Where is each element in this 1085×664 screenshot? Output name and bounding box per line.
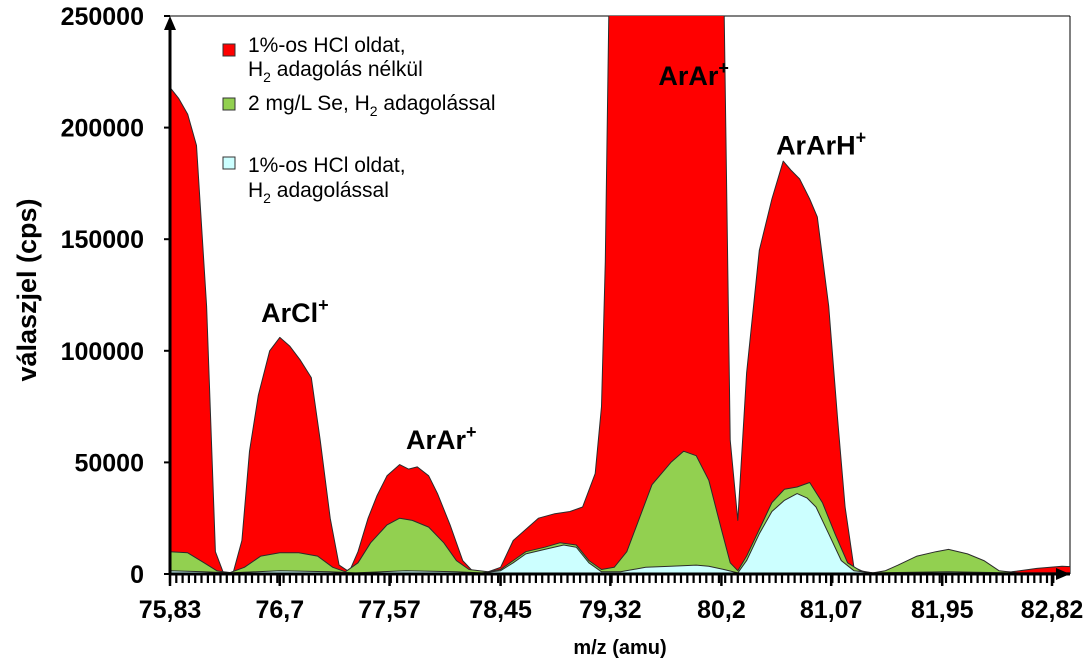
x-tick-label: 81,95 xyxy=(911,596,974,624)
legend-text: 1%-os HCl oldat, xyxy=(248,154,406,177)
x-tick-label: 77,57 xyxy=(358,596,421,624)
x-tick-label: 81,07 xyxy=(800,596,863,624)
x-tick-label: 79,32 xyxy=(579,596,642,624)
legend-swatch xyxy=(222,156,236,170)
series-area-2 xyxy=(170,450,1070,574)
legend-text: 2 mg/L Se, H2 adagolással xyxy=(248,92,496,119)
y-tick-label: 100000 xyxy=(61,338,144,366)
peak-label: ArArH+ xyxy=(776,127,866,160)
x-axis-arrow xyxy=(1056,568,1070,580)
y-axis-arrow xyxy=(164,16,176,30)
legend-text: 1%-os HCl oldat, xyxy=(248,34,406,57)
peak-label: ArCl+ xyxy=(261,295,329,328)
x-tick-label: 80,2 xyxy=(697,596,746,624)
y-tick-label: 250000 xyxy=(61,3,144,31)
y-tick-label: 0 xyxy=(130,561,144,589)
x-axis-ticks: 75,83 76,7 77,57 78,45 79,32 80,2 81,07 81,95 82… xyxy=(139,574,1084,624)
x-tick-label: 76,7 xyxy=(255,596,304,624)
y-tick-label: 200000 xyxy=(61,115,144,143)
peak-annotations: ArCl+ ArAr+ ArAr+ ArArH+ xyxy=(261,58,866,455)
peak-label: ArAr+ xyxy=(658,58,729,91)
x-tick-label: 82,82 xyxy=(1021,596,1084,624)
y-tick-label: 150000 xyxy=(61,226,144,254)
x-tick-label: 75,83 xyxy=(139,596,202,624)
legend-swatch xyxy=(222,97,236,111)
y-tick-label: 50000 xyxy=(74,449,144,477)
x-tick-label: 78,45 xyxy=(469,596,532,624)
legend-text: H2 adagolás nélkül xyxy=(248,58,423,85)
y-axis-ticks: 0 50000 100000 150000 200000 250000 xyxy=(61,3,170,589)
y-axis-title: válaszjel (cps) xyxy=(12,198,42,381)
legend-text: H2 adagolással xyxy=(248,179,389,206)
series-area-3 xyxy=(170,493,1070,574)
x-axis-title: m/z (amu) xyxy=(573,637,666,659)
legend-swatch xyxy=(222,43,236,57)
peak-label: ArAr+ xyxy=(406,422,477,455)
